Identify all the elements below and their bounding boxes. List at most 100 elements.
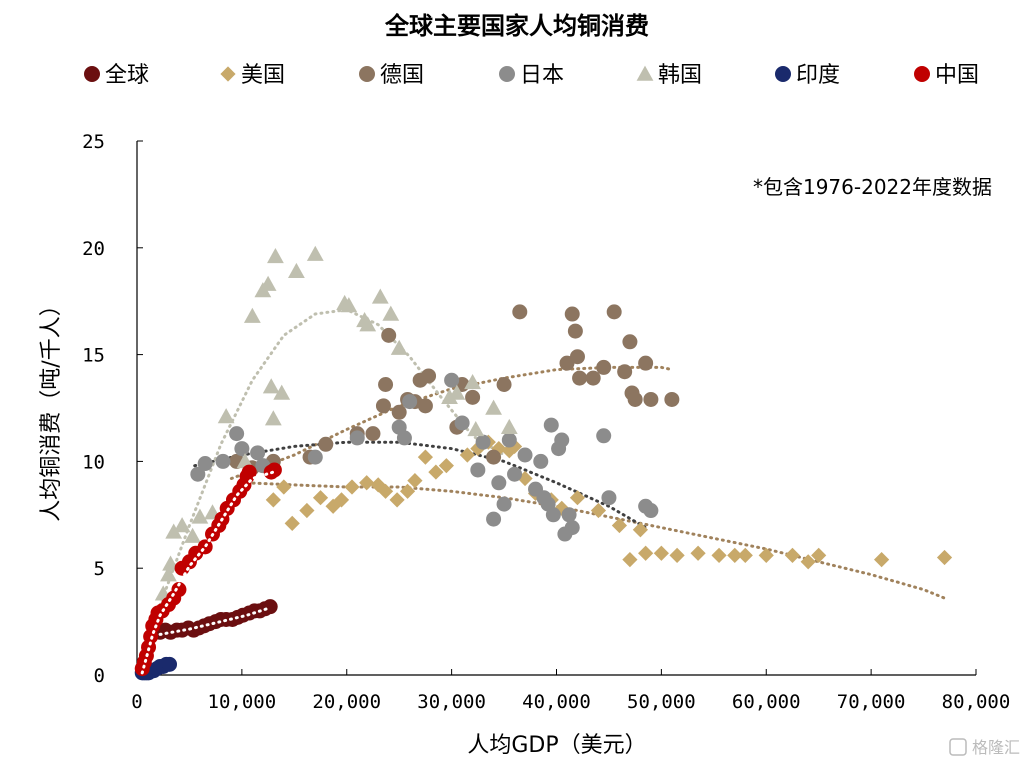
legend-item: 德国	[359, 63, 424, 88]
data-point	[486, 511, 502, 527]
data-point	[572, 370, 588, 386]
data-point	[215, 453, 231, 469]
data-point	[561, 507, 577, 523]
data-point	[407, 473, 423, 489]
data-point	[638, 545, 654, 561]
data-point	[811, 547, 827, 563]
y-axis-label: 人均铜消费（吨/千人）	[39, 294, 64, 521]
data-point	[464, 373, 481, 390]
data-point	[491, 440, 507, 457]
y-tick-label: 15	[82, 345, 105, 367]
trend-lines-overlay	[140, 470, 275, 675]
data-point	[162, 656, 178, 672]
data-point	[874, 552, 890, 568]
legend-marker	[220, 66, 236, 82]
data-point	[567, 323, 583, 339]
legend-item: 印度	[775, 63, 840, 88]
data-point	[349, 430, 365, 446]
x-tick-label: 50,000	[627, 691, 696, 713]
data-point	[325, 498, 341, 514]
series-diamond	[265, 434, 953, 570]
data-point	[454, 415, 470, 431]
x-tick-label: 10,000	[208, 691, 277, 713]
data-point	[596, 359, 612, 375]
data-point	[402, 394, 418, 410]
data-point	[262, 599, 278, 615]
x-tick-label: 70,000	[837, 691, 906, 713]
data-point	[267, 247, 284, 264]
data-point	[465, 389, 481, 405]
data-point	[273, 384, 291, 400]
data-points	[134, 245, 953, 681]
data-point	[569, 349, 585, 365]
data-point	[377, 483, 394, 499]
data-point	[421, 368, 437, 384]
data-point	[569, 490, 586, 506]
data-point	[496, 377, 512, 393]
data-point	[632, 522, 648, 538]
y-tick-label: 0	[94, 665, 105, 687]
data-point	[312, 490, 329, 506]
data-point	[417, 449, 434, 465]
legend-label: 全球	[105, 63, 149, 88]
y-tick-label: 10	[82, 451, 105, 473]
watermark: 格隆汇	[949, 738, 1020, 757]
series-circle	[190, 372, 659, 542]
data-point	[517, 447, 533, 463]
data-point	[459, 447, 475, 463]
data-point	[470, 462, 486, 478]
data-point	[501, 432, 517, 448]
data-point	[381, 327, 397, 343]
axes: 0 10,000 20,000 30,000 40,000 50,000 60,000 70,…	[82, 131, 1010, 713]
data-point	[265, 492, 281, 508]
data-point	[241, 464, 257, 480]
x-tick-label: 40,000	[522, 691, 591, 713]
data-point	[643, 503, 659, 519]
data-point	[236, 453, 254, 469]
data-point	[173, 517, 191, 533]
legend-marker	[914, 66, 930, 82]
data-point	[371, 288, 389, 304]
data-point	[243, 307, 261, 323]
data-point	[486, 449, 502, 465]
data-point	[229, 426, 245, 442]
trend-line	[193, 440, 648, 530]
series-triangle	[154, 245, 518, 601]
data-point	[664, 391, 680, 407]
legend-label: 印度	[796, 63, 840, 88]
data-point	[264, 410, 282, 426]
data-point	[333, 492, 350, 508]
data-point	[318, 436, 334, 452]
data-point	[669, 547, 685, 563]
data-point	[627, 391, 643, 407]
data-point	[467, 420, 485, 437]
data-point	[690, 545, 706, 561]
data-point	[611, 517, 628, 534]
trend-line	[140, 470, 275, 675]
legend-label: 中国	[935, 63, 979, 88]
data-point	[234, 441, 250, 457]
data-point	[344, 479, 360, 495]
data-point	[276, 479, 292, 495]
y-tick-label: 5	[94, 558, 105, 580]
data-point	[441, 388, 458, 405]
chart-annotation: *包含1976-2022年度数据	[753, 175, 992, 199]
data-point	[190, 466, 206, 482]
trend-line	[156, 308, 506, 613]
data-point	[622, 552, 638, 568]
data-point	[259, 275, 277, 291]
data-point	[501, 443, 517, 459]
data-point	[936, 549, 953, 566]
data-point	[643, 391, 659, 407]
data-point	[165, 523, 183, 539]
data-point	[727, 547, 743, 563]
data-point	[496, 496, 512, 512]
x-tick-label: 20,000	[312, 691, 381, 713]
data-point	[382, 305, 400, 321]
data-point	[800, 554, 816, 570]
data-point	[390, 339, 408, 355]
data-point	[250, 445, 266, 461]
data-point	[543, 417, 559, 433]
data-point	[288, 262, 305, 279]
data-point	[638, 355, 654, 371]
